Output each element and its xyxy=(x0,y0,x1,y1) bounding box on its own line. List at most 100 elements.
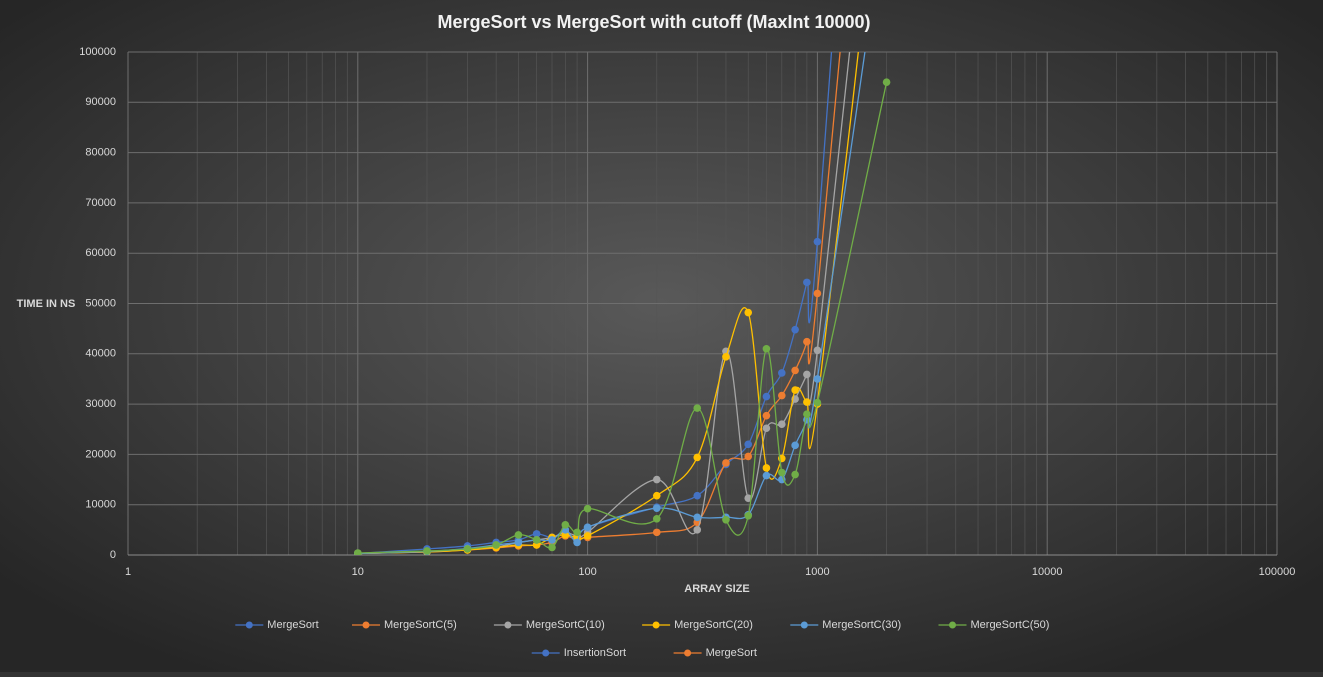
data-point xyxy=(583,504,592,513)
data-point xyxy=(722,515,730,524)
data-point xyxy=(693,453,702,462)
x-tick-label: 1000 xyxy=(805,566,829,578)
data-point xyxy=(561,521,570,529)
legend-label: MergeSort xyxy=(267,619,318,631)
data-point xyxy=(803,278,811,287)
data-point xyxy=(744,308,753,317)
data-point xyxy=(652,491,661,500)
data-point xyxy=(573,538,581,547)
legend-marker xyxy=(684,649,692,657)
data-point xyxy=(548,536,556,544)
data-point xyxy=(813,398,822,407)
data-point xyxy=(803,370,811,379)
data-point xyxy=(791,470,799,479)
legend-label: InsertionSort xyxy=(564,647,626,659)
data-point xyxy=(744,452,753,461)
legend-marker xyxy=(542,649,550,657)
data-point xyxy=(583,523,592,532)
x-tick-label: 100000 xyxy=(1259,566,1296,578)
data-point xyxy=(652,475,661,484)
legend-marker xyxy=(245,621,253,629)
y-tick-label: 20000 xyxy=(85,448,116,460)
data-point xyxy=(744,511,753,520)
y-tick-label: 90000 xyxy=(85,96,116,108)
data-point xyxy=(882,78,891,86)
data-point xyxy=(778,420,786,429)
y-tick-label: 30000 xyxy=(85,398,116,410)
x-tick-label: 100 xyxy=(578,566,596,578)
legend: MergeSort MergeSortC(5) MergeSortC(10) Merg… xyxy=(235,619,1049,659)
legend-marker xyxy=(800,621,808,629)
data-point xyxy=(803,410,811,418)
data-point xyxy=(514,538,523,547)
series-line xyxy=(357,82,888,554)
data-point xyxy=(791,386,799,394)
y-tick-label: 10000 xyxy=(85,499,116,511)
data-point xyxy=(778,468,786,477)
data-point xyxy=(532,536,541,544)
x-tick-label: 10 xyxy=(352,566,364,578)
data-point xyxy=(803,337,811,346)
data-point xyxy=(762,464,771,472)
y-tick-label: 60000 xyxy=(85,247,116,259)
legend-label: MergeSortC(5) xyxy=(384,619,457,631)
data-point xyxy=(492,541,500,549)
data-point xyxy=(778,391,786,400)
data-point xyxy=(778,369,786,377)
data-point xyxy=(693,491,702,500)
data-point xyxy=(762,344,771,353)
y-axis-title: TIME IN NS xyxy=(17,298,76,310)
data-point xyxy=(652,504,661,513)
data-point xyxy=(722,459,730,467)
y-tick-label: 70000 xyxy=(85,197,116,209)
chart-title: MergeSort vs MergeSort with cutoff (MaxI… xyxy=(437,12,870,32)
legend-marker xyxy=(504,621,512,629)
legend-label: MergeSortC(20) xyxy=(674,619,753,631)
legend-label: MergeSortC(10) xyxy=(526,619,605,631)
data-point xyxy=(791,325,799,334)
y-tick-label: 40000 xyxy=(85,348,116,360)
series-layer xyxy=(354,52,891,555)
data-point xyxy=(744,440,753,449)
legend-label: MergeSortC(30) xyxy=(822,619,901,631)
y-tick-label: 80000 xyxy=(85,147,116,159)
data-point xyxy=(583,532,592,540)
data-point xyxy=(791,366,799,375)
data-point xyxy=(693,526,702,534)
y-tick-label: 0 xyxy=(110,549,116,561)
data-point xyxy=(791,441,799,450)
data-point xyxy=(803,398,811,406)
data-point xyxy=(652,528,661,537)
data-point xyxy=(463,545,472,553)
x-tick-label: 10000 xyxy=(1032,566,1063,578)
legend-marker xyxy=(362,621,370,629)
data-point xyxy=(813,289,822,298)
x-tick-label: 1 xyxy=(125,566,131,578)
legend-label: MergeSort xyxy=(706,647,757,659)
legend-label: MergeSortC(50) xyxy=(971,619,1050,631)
data-point xyxy=(813,237,822,246)
data-point xyxy=(722,353,730,361)
data-point xyxy=(762,411,771,420)
data-point xyxy=(813,346,822,355)
data-point xyxy=(762,392,771,401)
data-point xyxy=(573,528,581,537)
data-point xyxy=(354,549,362,555)
data-point xyxy=(532,530,541,538)
x-axis-title: ARRAY SIZE xyxy=(684,583,749,595)
data-point xyxy=(423,547,431,555)
legend-marker xyxy=(652,621,660,629)
data-point xyxy=(693,513,702,522)
data-point xyxy=(693,404,702,412)
data-point xyxy=(548,543,556,552)
y-tick-label: 100000 xyxy=(79,46,116,58)
data-point xyxy=(813,375,822,383)
data-point xyxy=(652,514,661,523)
y-tick-label: 50000 xyxy=(85,297,116,309)
data-point xyxy=(762,471,771,480)
legend-marker xyxy=(949,621,956,629)
data-point xyxy=(762,424,771,433)
data-point xyxy=(514,531,523,539)
